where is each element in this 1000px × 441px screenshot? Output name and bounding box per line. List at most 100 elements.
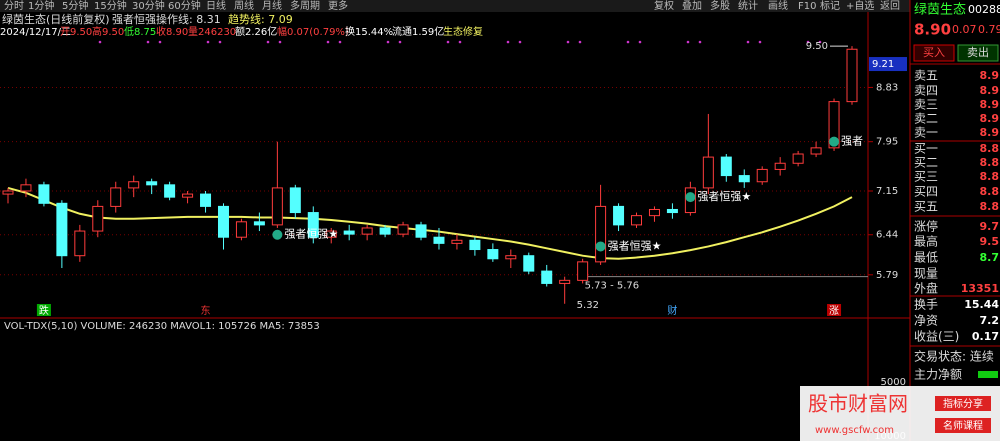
- toolbar-item[interactable]: 30分钟: [132, 0, 165, 12]
- quote-row-value: 8.8: [980, 185, 1000, 198]
- quote-row-label: 买二: [914, 156, 938, 170]
- signal-icon: [595, 241, 606, 252]
- candle-body: [738, 175, 750, 183]
- quote-volume: 量246230: [188, 26, 236, 38]
- candle-body: [828, 101, 840, 149]
- quote-row-value: 9.5: [980, 235, 1000, 248]
- candle-body: [397, 224, 409, 235]
- quote-close: 收8.90: [156, 25, 188, 38]
- watermark-tag-box: [935, 396, 991, 411]
- toolbar-item[interactable]: 月线: [262, 0, 282, 12]
- info-indicator: 强者恒强: [112, 13, 156, 26]
- signal-dot: [566, 40, 570, 44]
- quote-float: 流通1.59亿: [392, 25, 444, 38]
- candle-body: [164, 184, 176, 198]
- signal-dot: [446, 40, 450, 44]
- signal-dot: [326, 40, 330, 44]
- candle-body: [613, 205, 625, 226]
- toolbar-item[interactable]: 画线: [768, 0, 788, 12]
- candle-body: [325, 230, 337, 238]
- quote-row-label: 买五: [914, 200, 938, 214]
- buy-button[interactable]: [913, 44, 955, 62]
- watermark-tag: 名师课程: [943, 419, 983, 432]
- quote-row-value: 13351: [961, 282, 999, 295]
- quote-row-value: 8.8: [980, 142, 1000, 155]
- toolbar-item[interactable]: 叠加: [682, 0, 702, 12]
- quote-row-label: 卖二: [914, 112, 938, 126]
- candle-body: [846, 48, 858, 103]
- buy-button-label[interactable]: 买入: [923, 46, 945, 59]
- signal-dot: [698, 40, 702, 44]
- toolbar-item[interactable]: 多股: [710, 0, 730, 12]
- y-tick-label: 5.79: [876, 270, 898, 281]
- quote-row-value: 8.9: [980, 84, 1000, 97]
- toolbar-item[interactable]: 多周期: [290, 0, 320, 12]
- info-trend-line: 趋势线: 7.09: [228, 12, 293, 26]
- quote-date: 2024/12/17/二: [0, 27, 71, 38]
- signal-dot: [506, 40, 510, 44]
- toolbar-item[interactable]: 日线: [206, 0, 226, 12]
- stock-code: 00288: [968, 3, 1000, 16]
- sell-button-label[interactable]: 卖出: [967, 45, 989, 59]
- event-label: 跌: [39, 304, 49, 317]
- quote-row-value: 7.2: [980, 314, 1000, 327]
- toolbar-item[interactable]: 60分钟: [168, 0, 201, 12]
- candle-body: [217, 205, 229, 238]
- signal-dot: [746, 40, 750, 44]
- watermark-url: www.gscfw.com: [815, 425, 894, 436]
- toolbar-item[interactable]: +自选: [846, 0, 874, 12]
- watermark-tag-box: [935, 418, 991, 433]
- quote-turnover: 换15.44%: [345, 25, 393, 38]
- current-price-label: 9.21: [872, 59, 894, 70]
- toolbar-item[interactable]: 1分钟: [28, 0, 54, 12]
- candle-body: [379, 227, 391, 235]
- candle-body: [92, 205, 104, 232]
- toolbar-item[interactable]: 统计: [738, 0, 758, 12]
- quote-row-value: 8.8: [980, 200, 1000, 213]
- candle-body: [415, 224, 427, 238]
- signal-dot: [626, 40, 630, 44]
- y-tick-label: 8.83: [876, 82, 898, 93]
- signal-label: 强者恒强★: [608, 239, 662, 252]
- quote-amount: 额2.26亿: [235, 25, 277, 38]
- toolbar-item[interactable]: 返回: [880, 0, 900, 12]
- candle-body: [2, 190, 14, 195]
- signal-dot: [158, 40, 162, 44]
- watermark-tag: 指标分享: [943, 397, 983, 410]
- quote-row-value: 8.9: [980, 126, 1000, 139]
- signal-dot: [338, 40, 342, 44]
- toolbar-item[interactable]: 标记: [820, 0, 840, 12]
- toolbar-item[interactable]: 15分钟: [94, 0, 127, 12]
- toolbar-item[interactable]: 周线: [234, 0, 254, 12]
- current-price-box: [869, 57, 907, 72]
- quote-change: 幅0.07(0.79%): [277, 25, 349, 38]
- quote-row-value: 8.9: [980, 98, 1000, 111]
- quote-row-value: 8.9: [980, 69, 1000, 82]
- toolbar-item[interactable]: F10: [798, 1, 816, 12]
- quote-row-value: 15.44: [964, 298, 999, 311]
- quote-row-label: 卖一: [914, 126, 938, 140]
- quote-row-label: 买四: [914, 185, 938, 199]
- y-tick-label: 7.15: [876, 186, 898, 197]
- quote-sector: 生态修复: [443, 25, 483, 38]
- candle-body: [451, 239, 463, 244]
- toolbar-item[interactable]: 5分钟: [62, 0, 88, 12]
- quote-row-value: 8.9: [980, 112, 1000, 125]
- toolbar-item[interactable]: 更多: [328, 0, 348, 12]
- quote-row-label: 净资: [914, 314, 938, 328]
- panel-change: 0.07: [952, 23, 977, 36]
- quote-row-label: 买一: [914, 142, 938, 156]
- event-label: 东: [201, 304, 211, 317]
- candle-body: [200, 193, 212, 207]
- volume-header: VOL-TDX(5,10) VOLUME: 246230 MAVOL1: 105…: [4, 321, 320, 332]
- candle-body: [702, 156, 714, 189]
- toolbar-item[interactable]: 复权: [654, 0, 674, 12]
- candle-body: [253, 221, 265, 226]
- candle-body: [307, 212, 319, 238]
- signal-icon: [829, 136, 840, 147]
- candle-body: [343, 230, 355, 235]
- candle-body: [577, 261, 589, 281]
- toolbar-item[interactable]: 分时: [4, 0, 24, 12]
- sell-button[interactable]: [957, 44, 999, 62]
